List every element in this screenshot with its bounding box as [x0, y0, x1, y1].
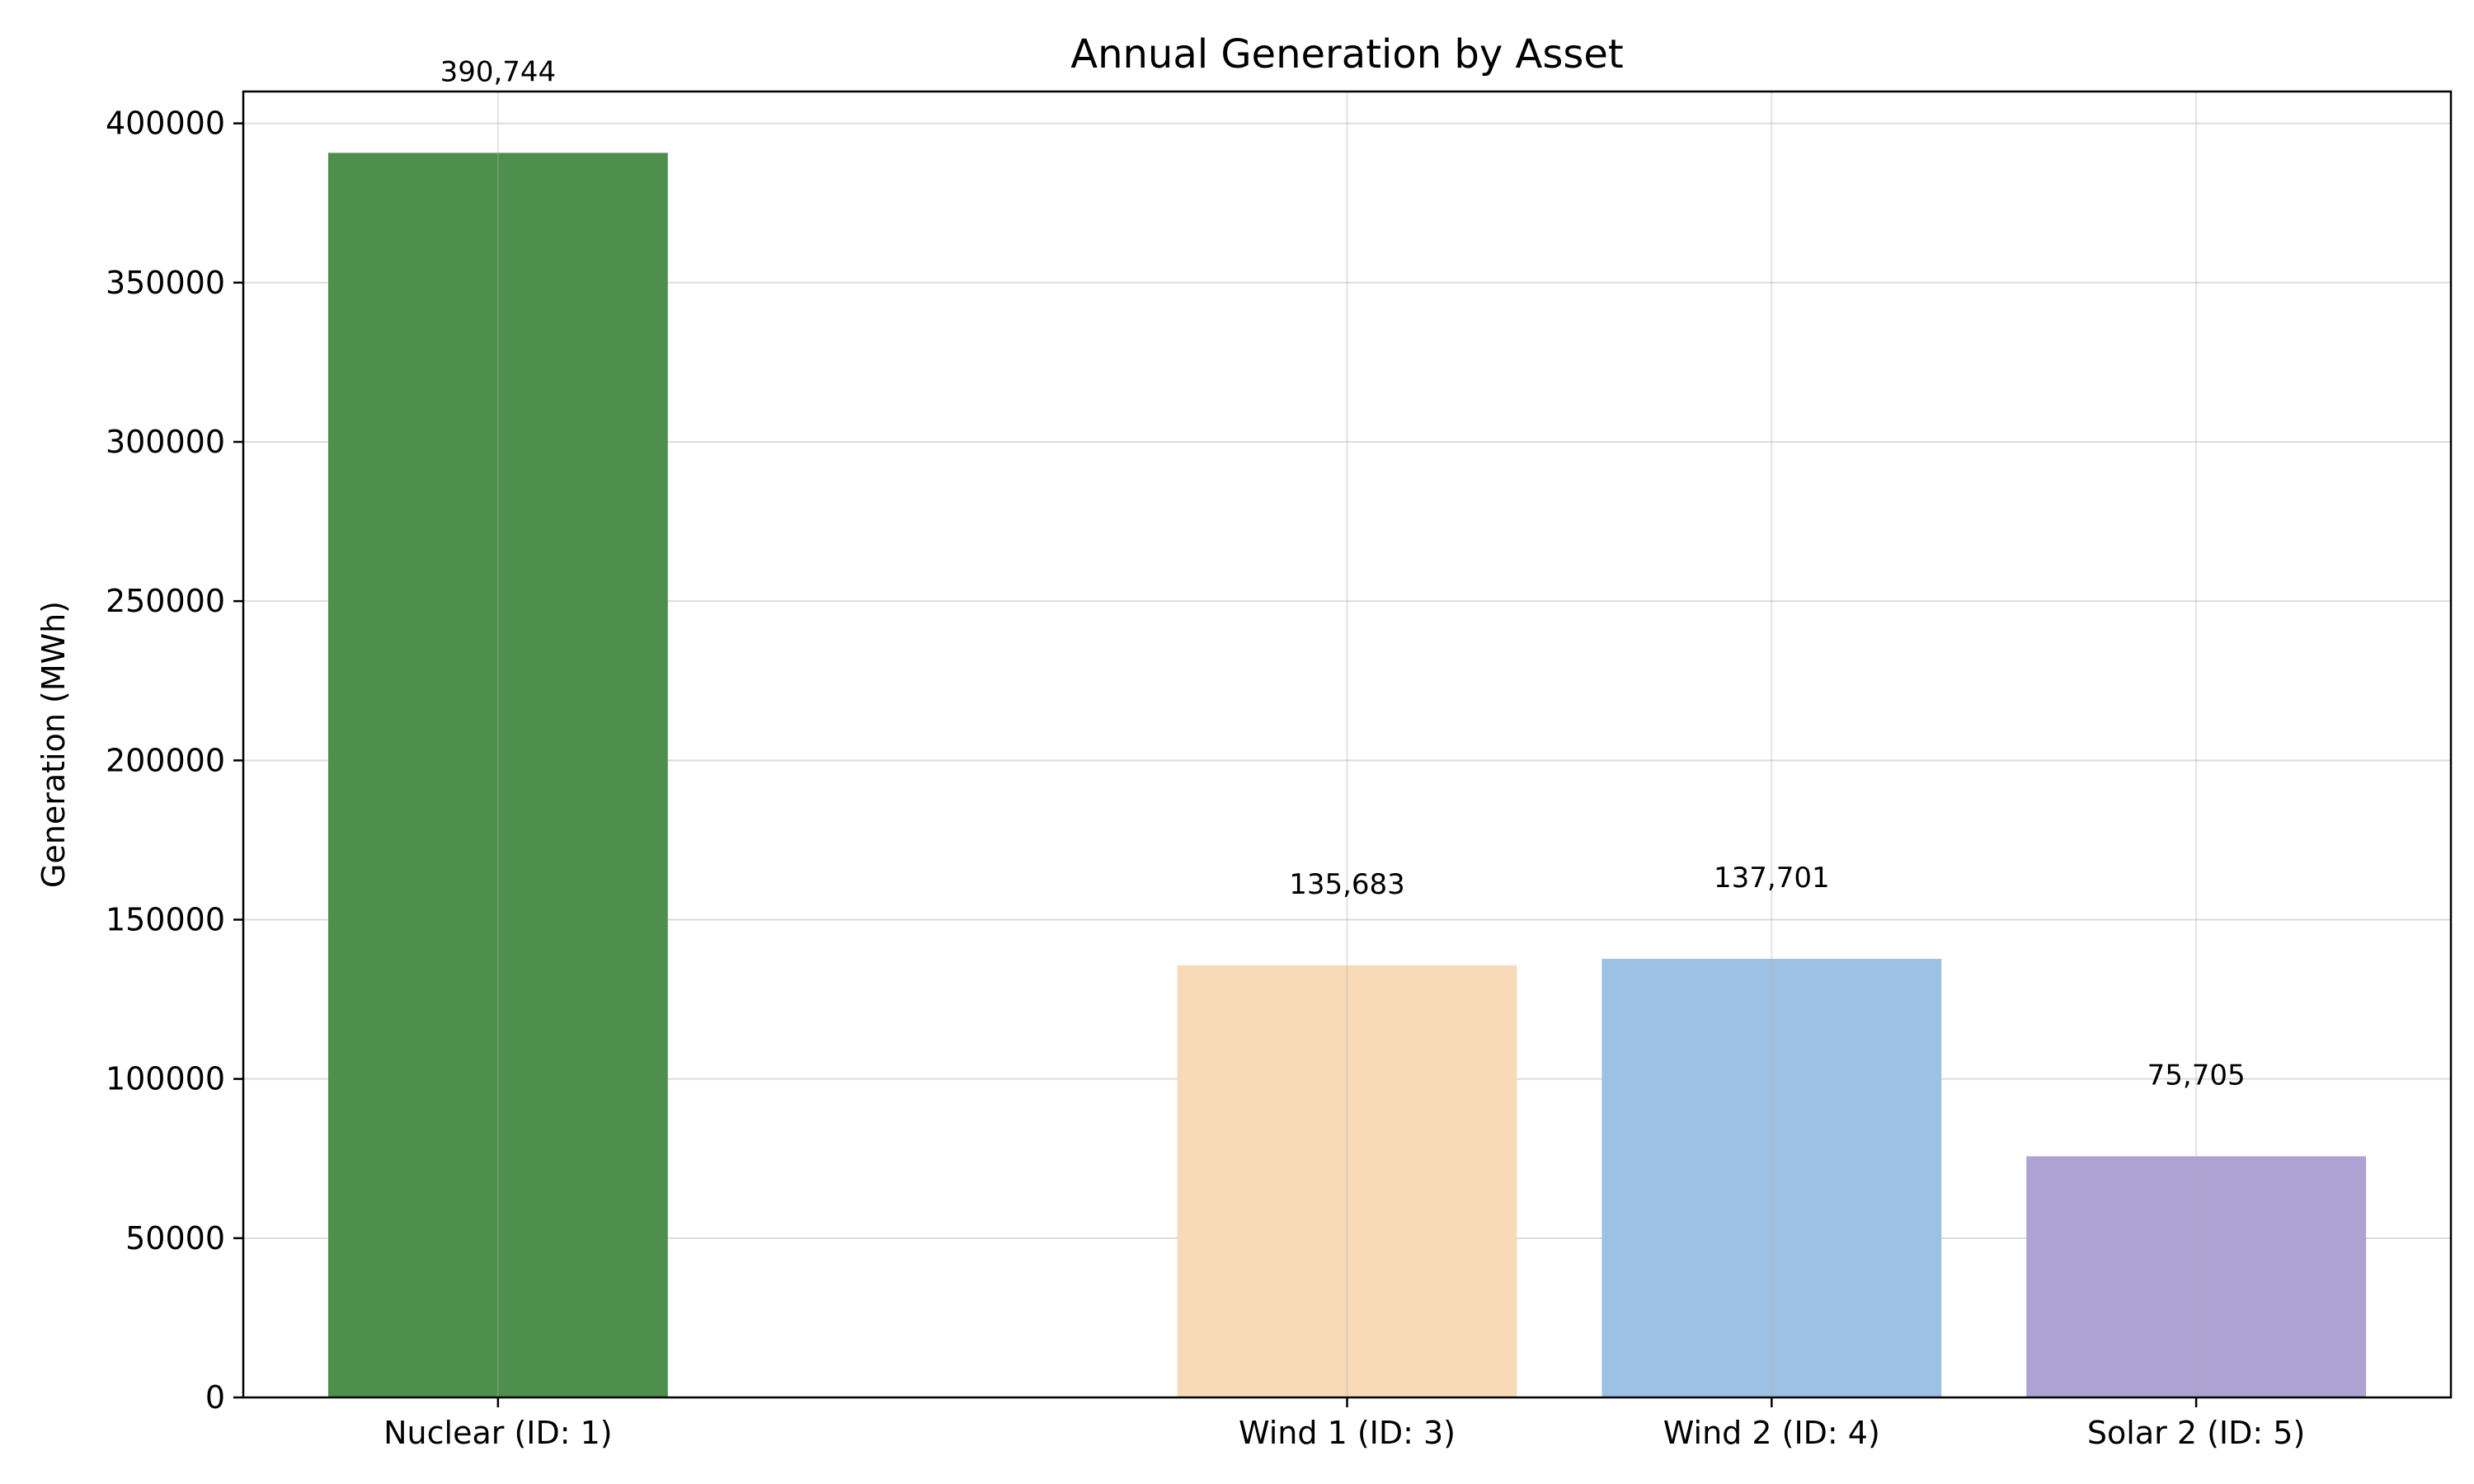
bar [1177, 965, 1517, 1397]
bars [327, 153, 2367, 1397]
y-tick-label: 50000 [125, 1220, 225, 1256]
data-labels: 390,744 135,683 137,701 75,705 [440, 55, 2246, 1092]
y-tick-label: 400000 [106, 106, 225, 142]
y-tick-label: 350000 [106, 265, 225, 301]
y-tick-label: 150000 [106, 901, 225, 937]
chart-title: Annual Generation by Asset [1070, 31, 1623, 77]
data-label: 75,705 [2147, 1059, 2246, 1092]
data-label: 135,683 [1289, 868, 1405, 901]
y-tick-label: 200000 [106, 742, 225, 778]
y-axis-label: Generation (MWh) [35, 601, 72, 888]
x-tick-label: Nuclear (ID: 1) [383, 1415, 613, 1451]
x-axis-ticks: Nuclear (ID: 1) Wind 1 (ID: 3) Wind 2 (ID:… [383, 1397, 2305, 1451]
data-label: 137,701 [1714, 862, 1830, 895]
y-tick-label: 0 [205, 1379, 225, 1416]
x-grid-lines [496, 92, 2198, 1397]
bar [1602, 959, 1942, 1397]
y-tick-label: 250000 [106, 583, 225, 619]
x-tick-label: Wind 1 (ID: 3) [1239, 1415, 1456, 1451]
y-axis-ticks: 0 50000 100000 150000 200000 250000 300000 3500… [106, 106, 243, 1416]
x-tick-label: Wind 2 (ID: 4) [1663, 1415, 1880, 1451]
y-tick-label: 300000 [106, 424, 225, 460]
x-tick-label: Solar 2 (ID: 5) [2087, 1415, 2305, 1451]
data-label: 390,744 [440, 55, 557, 88]
bar [2026, 1156, 2367, 1397]
bar [327, 153, 668, 1397]
y-tick-label: 100000 [106, 1061, 225, 1097]
